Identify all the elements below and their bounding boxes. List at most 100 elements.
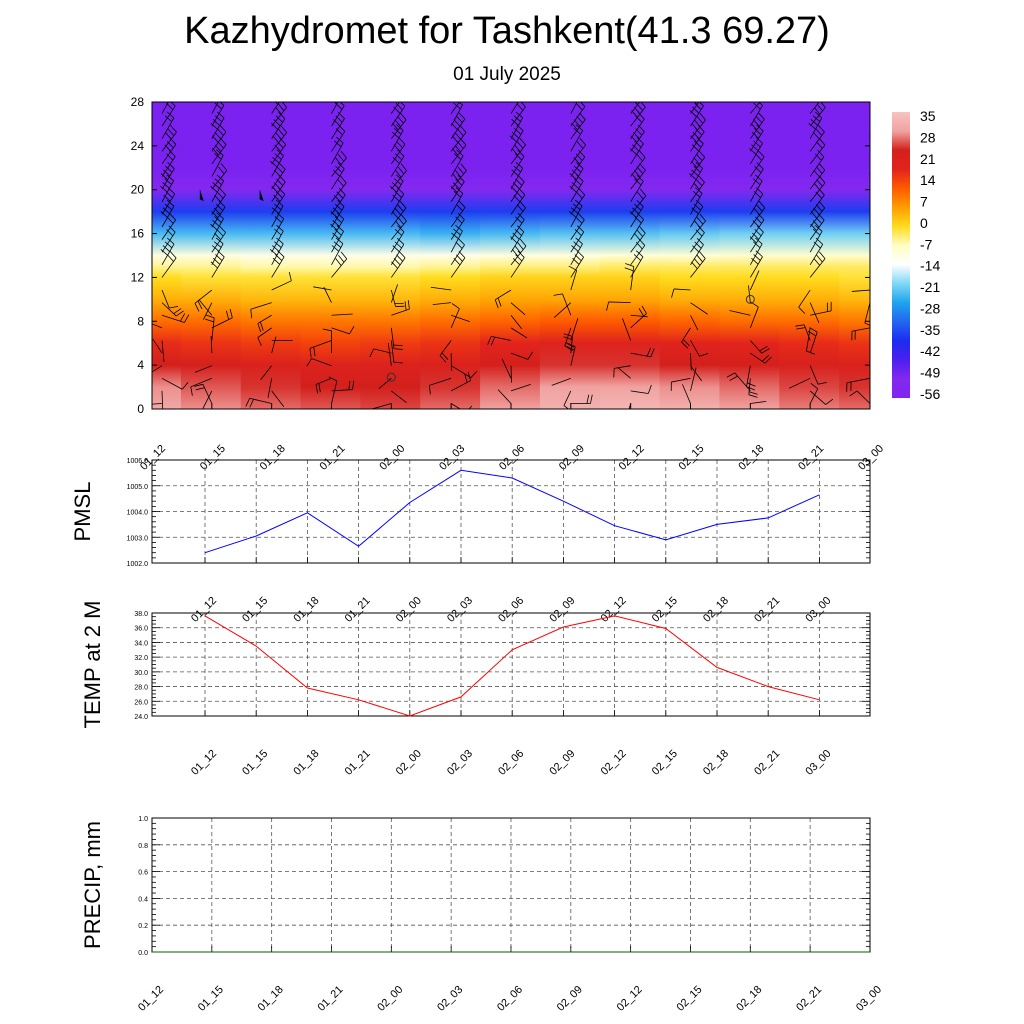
y-tick-label: 24: [131, 139, 145, 153]
wind-barb-feather: [696, 91, 702, 98]
x-tick-label: 02_03: [445, 748, 475, 778]
wind-barb-feather: [511, 119, 519, 126]
wind-barb: [391, 137, 406, 165]
plot-frame: [151, 612, 871, 717]
x-tick-label: 02_06: [496, 748, 526, 778]
wind-barb-feather: [869, 148, 870, 150]
wind-barb-feather: [165, 132, 172, 140]
wind-barb: [391, 112, 407, 139]
wind-barb-feather: [452, 182, 460, 190]
wind-barb-shaft: [809, 388, 819, 404]
wind-barb: [390, 237, 405, 266]
wind-barb-shaft: [869, 276, 870, 278]
x-tick-label: 01_18: [256, 984, 286, 1014]
wind-barb: [198, 299, 213, 316]
wind-barb: [630, 150, 646, 177]
wind-barb-feather: [513, 165, 521, 173]
wind-barb-feather: [400, 102, 406, 107]
calm-wind-circle: [386, 372, 396, 382]
wind-barb-feather: [698, 150, 706, 158]
wind-barb-feather: [214, 115, 223, 123]
wind-barb-feather: [631, 207, 640, 215]
wind-barb: [690, 137, 704, 165]
wind-barb-shaft: [682, 384, 691, 404]
wind-barb: [810, 301, 832, 316]
wind-barb-feather: [699, 213, 706, 222]
wind-barb-feather: [693, 203, 701, 211]
wind-barb-feather: [334, 102, 338, 105]
wind-barb-feather: [220, 163, 228, 171]
wind-barb-feather: [194, 383, 204, 387]
wind-barb-feather: [459, 125, 467, 133]
wind-barb-feather: [563, 336, 573, 340]
colorbar-label: -28: [920, 300, 940, 316]
wind-barb-feather: [816, 91, 822, 98]
y-tick-label: 4: [137, 358, 144, 372]
wind-barb: [271, 187, 286, 215]
wind-barb: [391, 102, 400, 114]
wind-barb: [510, 162, 524, 190]
wind-barb-feather: [808, 122, 816, 130]
wind-barb-feather: [456, 204, 463, 212]
wind-barb-feather: [880, 351, 882, 360]
wind-barb-shaft: [570, 317, 579, 341]
wind-barb: [387, 343, 392, 366]
wind-barb-feather: [397, 166, 405, 175]
wind-barb-feather: [217, 128, 224, 136]
wind-barb-feather: [699, 251, 706, 259]
wind-barb: [487, 335, 512, 346]
wind-barb-feather: [806, 350, 815, 355]
wind-barb: [369, 348, 392, 358]
wind-barb-shaft: [614, 365, 631, 369]
colorbar-bar: [892, 112, 910, 398]
wind-barb: [510, 102, 519, 114]
wind-barb-feather: [753, 207, 760, 216]
temperature-field: [152, 102, 870, 409]
wind-barb: [330, 200, 345, 228]
wind-barb-feather: [277, 128, 285, 137]
wind-barb-feather: [337, 200, 345, 207]
wind-barb-feather: [515, 216, 523, 224]
wind-barb-feather: [590, 394, 593, 404]
wind-barb-feather: [168, 149, 176, 157]
wind-barb-feather: [274, 216, 282, 223]
wind-barb-feather: [636, 229, 643, 237]
wind-barb-feather: [165, 165, 173, 173]
wind-barb-shaft: [750, 401, 767, 404]
wind-barb: [553, 302, 572, 318]
wind-barb-feather: [333, 140, 342, 148]
colorbar-label: 0: [920, 215, 928, 231]
wind-barb: [211, 200, 226, 228]
wind-barb: [331, 175, 347, 203]
temperature-column-02_18: [719, 102, 782, 409]
wind-barb-feather: [638, 150, 646, 158]
pmsl-panel: 1002.0 1003.0 1004.0 1005.0 1006.0 PMSL 01_12 0…: [70, 458, 871, 625]
wind-barb-shaft: [630, 102, 641, 114]
wind-barb: [450, 137, 467, 165]
wind-barb-shaft: [869, 264, 870, 265]
wind-barb-shaft: [391, 102, 400, 114]
wind-barb-feather: [513, 115, 521, 122]
wind-barb-shaft: [851, 289, 870, 292]
wind-barb-shaft: [510, 302, 526, 316]
wind-barb-feather: [647, 384, 652, 394]
wind-barb-feather: [331, 245, 340, 252]
wind-barb-feather: [349, 325, 355, 335]
wind-barb-feather: [389, 185, 398, 193]
wind-barb: [681, 327, 691, 349]
wind-barb-feather: [272, 135, 279, 143]
wind-barb-feather: [639, 226, 646, 234]
wind-barb-feather: [755, 136, 763, 144]
colorbar-label: 7: [920, 194, 928, 210]
wind-barb-feather: [334, 216, 342, 223]
wind-barb-feather: [170, 125, 177, 133]
wind-barb-feather: [814, 153, 822, 161]
wind-barb: [378, 377, 392, 389]
wind-barb: [690, 340, 709, 357]
wind-barb: [271, 125, 288, 152]
wind-barb-feather: [274, 102, 279, 105]
wind-barb-feather: [168, 225, 176, 233]
wind-barb: [748, 378, 758, 398]
wind-barb-feather: [336, 87, 343, 93]
wind-barb: [510, 250, 525, 278]
